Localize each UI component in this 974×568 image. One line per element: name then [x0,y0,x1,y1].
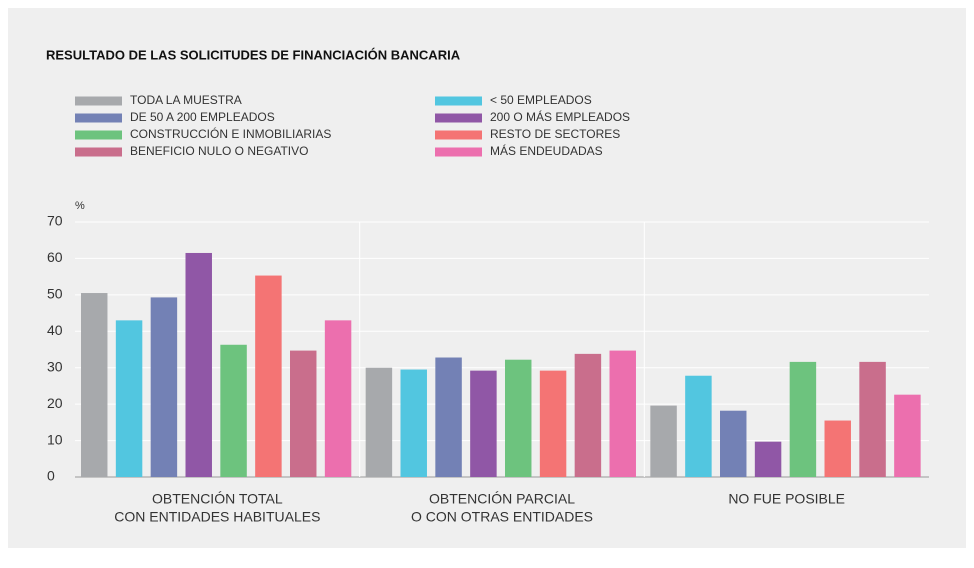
y-tick-label: 0 [47,468,55,484]
legend-label: DE 50 A 200 EMPLEADOS [130,110,275,124]
legend-swatch [75,130,122,140]
legend-label: MÁS ENDEUDADAS [490,143,603,158]
legend-label: CONSTRUCCIÓN E INMOBILIARIAS [130,126,331,141]
bar [115,320,143,477]
legend-label: TODA LA MUESTRA [130,93,242,107]
bar [685,375,712,477]
bar [435,357,462,477]
x-tick-label: OBTENCIÓN PARCIAL [429,491,575,507]
legend-label: RESTO DE SECTORES [490,127,620,141]
bar [539,370,567,477]
y-tick-label: 40 [47,322,63,338]
bar [290,350,317,477]
x-tick-label: O CON OTRAS ENTIDADES [411,509,593,525]
bar [81,293,108,477]
bar [894,394,921,477]
bar [185,252,212,477]
bar [574,353,602,477]
bar [859,361,886,477]
bar [220,344,247,477]
chart-title: RESULTADO DE LAS SOLICITUDES DE FINANCIA… [46,47,461,62]
bar [650,405,677,477]
x-tick-label: NO FUE POSIBLE [728,491,845,507]
bar [609,350,636,477]
y-tick-label: 50 [47,286,63,302]
legend-swatch [75,147,122,157]
bar [255,275,282,477]
legend-label: < 50 EMPLEADOS [490,93,592,107]
legend-label: 200 O MÁS EMPLEADOS [490,109,630,124]
legend-swatch [435,130,482,140]
legend-swatch [435,147,482,157]
bar [720,410,747,477]
bar [754,441,782,477]
bar [324,320,352,477]
bar [470,370,497,477]
bar [789,361,817,477]
y-tick-label: 30 [47,358,63,374]
legend-swatch [75,113,122,123]
y-tick-label: 10 [47,431,63,447]
bar [505,359,532,477]
bar [400,369,427,477]
y-tick-label: 70 [47,213,63,229]
y-tick-label: 60 [47,249,63,265]
bar [824,420,851,477]
x-tick-label: CON ENTIDADES HABITUALES [114,509,320,525]
y-axis-label: % [75,200,85,212]
legend-swatch [435,113,482,123]
bar [150,297,178,477]
bar [365,367,393,477]
x-tick-label: OBTENCIÓN TOTAL [152,491,283,507]
y-tick-label: 20 [47,395,63,411]
legend-label: BENEFICIO NULO O NEGATIVO [130,144,308,158]
legend-swatch [435,96,482,106]
legend-swatch [75,96,122,106]
